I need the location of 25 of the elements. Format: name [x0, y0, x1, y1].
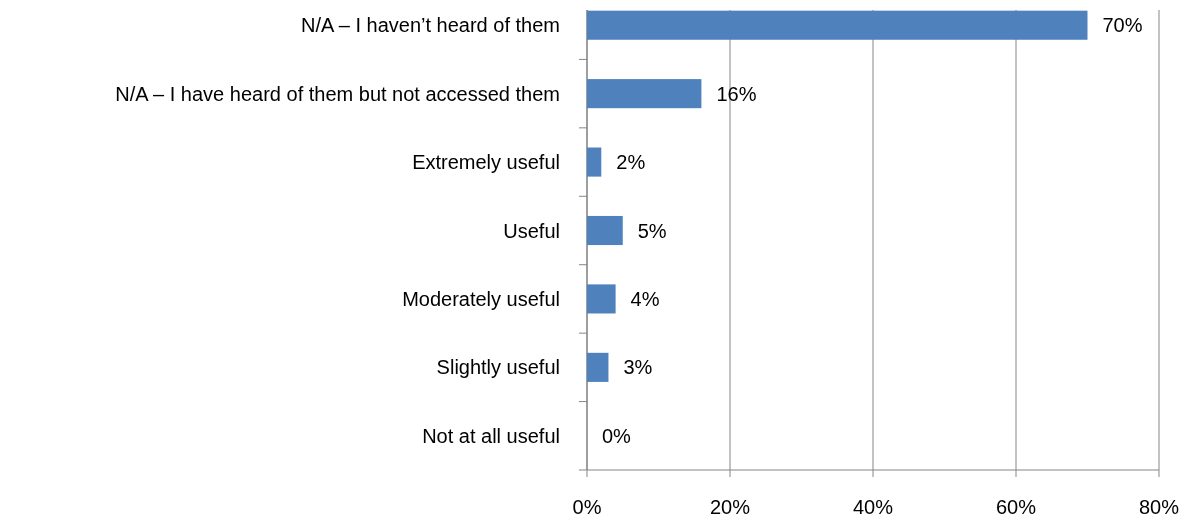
x-tick-label: 40%	[852, 496, 894, 518]
x-tick-label: 80%	[1138, 496, 1180, 518]
y-tick-label: Not at all useful	[422, 424, 560, 447]
data-label: 70%	[1102, 14, 1143, 37]
x-tick-label: 20%	[709, 496, 751, 518]
data-label: 2%	[616, 151, 646, 174]
bar	[587, 10, 1088, 40]
y-tick-label: N/A – I haven’t heard of them	[300, 14, 560, 37]
bar	[587, 352, 609, 382]
x-tick-label: 60%	[995, 496, 1037, 518]
y-tick-label: N/A – I have heard of them but not accessed them	[115, 82, 560, 105]
y-tick-label: Slightly useful	[436, 356, 560, 379]
data-label: 0%	[602, 424, 632, 447]
y-tick-label: Moderately useful	[402, 287, 560, 310]
bar	[587, 147, 602, 177]
x-tick-label: 0%	[572, 496, 602, 518]
data-label: 5%	[637, 219, 667, 242]
data-label: 3%	[623, 356, 653, 379]
bar	[587, 215, 623, 246]
bar	[587, 284, 616, 314]
y-tick-label: Useful	[503, 219, 560, 242]
data-label: 16%	[716, 82, 757, 105]
bar	[587, 79, 702, 109]
data-label: 4%	[630, 287, 660, 310]
y-tick-label: Extremely useful	[412, 151, 560, 174]
